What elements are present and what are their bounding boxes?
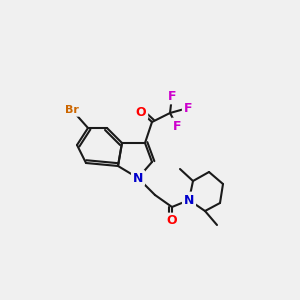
Text: F: F bbox=[168, 89, 176, 103]
Text: F: F bbox=[173, 119, 181, 133]
Text: F: F bbox=[184, 101, 192, 115]
Text: O: O bbox=[167, 214, 177, 227]
Text: N: N bbox=[184, 194, 194, 206]
Text: O: O bbox=[136, 106, 146, 118]
Text: Br: Br bbox=[65, 105, 79, 115]
Text: N: N bbox=[133, 172, 143, 184]
